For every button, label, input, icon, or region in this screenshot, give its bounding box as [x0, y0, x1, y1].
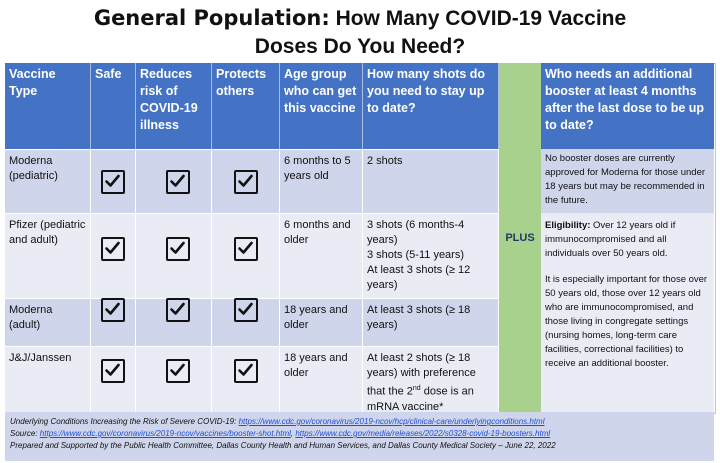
row1-vaccine: Moderna (pediatric)	[5, 149, 91, 213]
footer-credit: Prepared and Supported by the Public Hea…	[10, 441, 556, 450]
row4-protects-cell	[212, 346, 280, 412]
row4-shots-text-end: dose is an mRNA vaccine*	[367, 385, 474, 413]
title-line2: Doses Do You Need?	[254, 35, 466, 58]
header-age: Age group who can get this vaccine	[280, 63, 363, 149]
title-lead: General Population:	[93, 6, 330, 30]
row2-vaccine: Pfizer (pediatric and adult)	[5, 213, 91, 298]
header-reduces: Reduces risk of COVID-19 illness	[136, 63, 212, 149]
footer: Underlying Conditions Increasing the Ris…	[5, 412, 714, 461]
row3-age: 18 years and older	[280, 298, 363, 346]
row3-protects-cell	[212, 298, 280, 346]
row2-shots-line: 3 shots (5-11 years)	[367, 249, 465, 261]
row2-reduces-cell	[136, 213, 212, 298]
footer-source-label: Source:	[10, 429, 40, 438]
row2-shots: 3 shots (6 months-4 years) 3 shots (5-11…	[363, 213, 499, 298]
footer-source-link-2[interactable]: https://www.cdc.gov/media/releases/2022/…	[295, 429, 551, 438]
row4-vaccine: J&J/Janssen	[5, 346, 91, 412]
checkmark-icon	[166, 170, 190, 194]
booster-eligibility: Eligibility: Over 12 years old if immuno…	[541, 213, 714, 412]
footer-conditions-link[interactable]: https://www.cdc.gov/coronavirus/2019-nco…	[238, 417, 545, 426]
booster-important-text: It is especially important for those ove…	[545, 274, 708, 369]
checkmark-icon	[166, 237, 190, 261]
footer-source-sep: ,	[290, 429, 296, 438]
header-safe: Safe	[91, 63, 136, 149]
checkmark-icon	[101, 359, 125, 383]
header-protects: Protects others	[212, 63, 280, 149]
title-rest: How Many COVID-19 Vaccine	[329, 7, 627, 30]
row3-vaccine: Moderna (adult)	[5, 298, 91, 346]
checkmark-icon	[101, 237, 125, 261]
checkmark-icon	[101, 170, 125, 194]
eligibility-label: Eligibility:	[545, 220, 591, 231]
header-vaccine-type: Vaccine Type	[5, 63, 91, 149]
eligibility-text: Over 12 years old if immunocompromised a…	[545, 220, 676, 259]
checkmark-icon	[234, 359, 258, 383]
row2-shots-line: 3 shots (6 months-4 years)	[367, 219, 465, 246]
row4-reduces-cell	[136, 346, 212, 412]
checkmark-icon	[166, 298, 190, 322]
footer-conditions-label: Underlying Conditions Increasing the Ris…	[10, 417, 239, 426]
row1-shots-line: 2 shots	[367, 155, 403, 167]
plus-label: PLUS	[505, 231, 535, 244]
row2-age: 6 months and older	[280, 213, 363, 298]
row4-shots-text: At least 2 shots (≥ 18 years) with prefe…	[367, 352, 476, 398]
row2-shots-line: At least 3 shots (≥ 12 years)	[367, 264, 471, 291]
row4-safe-cell	[91, 346, 136, 412]
plus-column: PLUS	[499, 63, 541, 412]
header-booster: Who needs an additional booster at least…	[541, 63, 714, 149]
booster-note: No booster doses are currently approved …	[541, 149, 714, 213]
row1-reduces-cell	[136, 149, 212, 213]
footer-source-link-1[interactable]: https://www.cdc.gov/coronavirus/2019-nco…	[39, 429, 291, 438]
row1-shots: 2 shots	[363, 149, 499, 213]
page-title: General Population: How Many COVID-19 Va…	[0, 4, 720, 61]
header-shots: How many shots do you need to stay up to…	[363, 63, 499, 149]
checkmark-icon	[234, 170, 258, 194]
checkmark-icon	[166, 359, 190, 383]
row3-shots: At least 3 shots (≥ 18 years)	[363, 298, 499, 346]
row3-shots-line: At least 3 shots (≥ 18 years)	[367, 304, 471, 331]
row4-shots: At least 2 shots (≥ 18 years) with prefe…	[363, 346, 499, 413]
row4-age: 18 years and older	[280, 346, 363, 412]
row1-age: 6 months to 5 years old	[280, 149, 363, 213]
checkmark-icon	[101, 298, 125, 322]
row4-shots-sup: nd	[412, 385, 421, 392]
row2-safe-cell	[91, 213, 136, 298]
checkmark-icon	[234, 237, 258, 261]
checkmark-icon	[234, 298, 258, 322]
row2-protects-cell	[212, 213, 280, 298]
row1-safe-cell	[91, 149, 136, 213]
